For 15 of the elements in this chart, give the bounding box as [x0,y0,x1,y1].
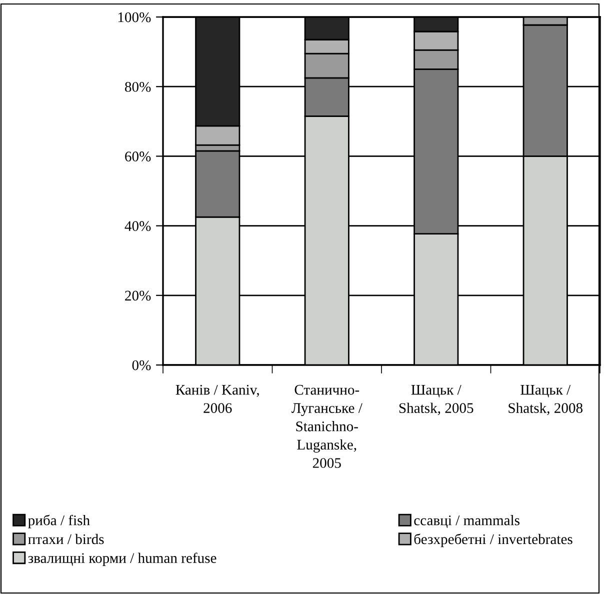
x-tick-label: Канів / Kaniv, 2006 [176,384,259,413]
x-tick-label: Станично- Луганське / Stanichno- Luganske, 2005 [291,384,362,468]
legend-label: ссавці / mammals [414,515,520,528]
y-tick-label: 40% [124,221,151,232]
legend-label: птахи / birds [28,534,104,544]
y-tick-label: 60% [125,152,151,162]
x-tick-label: Шацьк / Shatsk, 2005 [399,384,474,416]
y-tick-label: 20% [125,290,151,301]
legend-label: безхребетні / invertebrates [414,534,572,548]
y-tick-label: 100% [118,12,151,22]
y-tick-label: 0% [132,360,151,370]
legend-label: звалищні корми / human refuse [28,552,216,566]
x-tick-label: Шацьк / Shatsk, 2008 [508,384,582,416]
legend-label: риба / fish [28,514,90,528]
y-tick-label: 80% [125,82,151,92]
